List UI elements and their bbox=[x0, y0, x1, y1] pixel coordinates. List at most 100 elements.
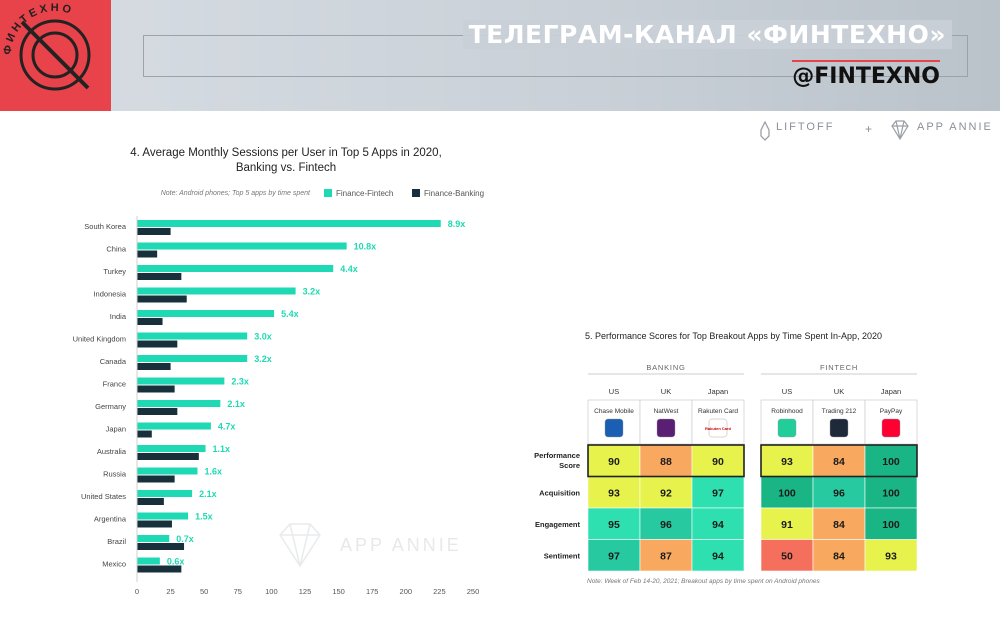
app-name: PayPay bbox=[880, 408, 903, 415]
category-label: Australia bbox=[97, 447, 127, 456]
bar-fintech bbox=[137, 445, 206, 452]
logo-text: ФИНТЕХНО bbox=[2, 2, 73, 56]
app-icon bbox=[708, 418, 728, 438]
heatmap-value: 94 bbox=[712, 550, 724, 562]
heatmap-value: 90 bbox=[712, 456, 724, 468]
brand-plus: + bbox=[865, 122, 873, 136]
heatmap-cell bbox=[760, 507, 814, 540]
bar-banking bbox=[137, 340, 178, 348]
multiplier-label: 0.7x bbox=[176, 534, 194, 544]
bar-banking bbox=[137, 475, 175, 483]
bar-banking bbox=[137, 430, 152, 438]
x-tick-label: 75 bbox=[234, 587, 242, 596]
channel-title: ТЕЛЕГРАМ-КАНАЛ «ФИНТЕХНО» bbox=[462, 20, 952, 49]
x-tick-label: 100 bbox=[265, 587, 278, 596]
x-tick-label: 150 bbox=[332, 587, 345, 596]
bar-fintech bbox=[137, 265, 334, 272]
multiplier-label: 4.7x bbox=[218, 422, 236, 432]
multiplier-label: 3.0x bbox=[254, 332, 272, 342]
x-tick-label: 200 bbox=[400, 587, 413, 596]
liftoff-logo: LIFTOFF bbox=[776, 121, 835, 133]
category-label: Mexico bbox=[102, 560, 126, 569]
bar-fintech bbox=[137, 287, 296, 295]
country-label: UK bbox=[834, 387, 844, 396]
app-icon bbox=[829, 418, 849, 438]
heatmap-value: 93 bbox=[885, 550, 897, 562]
multiplier-label: 2.3x bbox=[231, 377, 249, 387]
bar-fintech bbox=[137, 535, 170, 542]
x-tick-label: 50 bbox=[200, 587, 208, 596]
heatmap-value: 90 bbox=[608, 456, 620, 468]
heatmap-value: 84 bbox=[833, 550, 845, 562]
watermark: APP ANNIE bbox=[340, 535, 462, 555]
heatmap-cell bbox=[639, 539, 693, 572]
bar-banking bbox=[137, 385, 175, 393]
bar-chart-note: Note: Android phones; Top 5 apps by time… bbox=[161, 190, 311, 197]
bar-fintech bbox=[137, 242, 347, 250]
app-annie-icon bbox=[891, 120, 909, 141]
heatmap-cell bbox=[760, 539, 814, 572]
category-label: Canada bbox=[100, 357, 127, 366]
watermark-diamond-icon bbox=[279, 523, 321, 568]
country-label: US bbox=[782, 387, 792, 396]
heatmap-cell bbox=[587, 539, 641, 572]
bar-banking bbox=[137, 295, 187, 303]
multiplier-label: 4.4x bbox=[340, 264, 358, 274]
bar-banking bbox=[137, 565, 182, 573]
category-label: South Korea bbox=[84, 222, 127, 231]
heatmap-cell bbox=[760, 476, 814, 509]
category-label: United Kingdom bbox=[73, 335, 126, 344]
heatmap-cell bbox=[812, 444, 866, 477]
fintexno-logo: ФИНТЕХНО bbox=[0, 0, 111, 111]
multiplier-label: 10.8x bbox=[354, 242, 377, 252]
heatmap-cell bbox=[864, 444, 918, 477]
logo-icon: ФИНТЕХНО bbox=[2, 2, 91, 91]
header-banner: ФИНТЕХНО ТЕЛЕГРАМ-КАНАЛ «ФИНТЕХНО» @FINT… bbox=[0, 0, 1000, 111]
heatmap-cell bbox=[691, 539, 745, 572]
heatmap-value: 100 bbox=[882, 456, 900, 468]
bar-fintech bbox=[137, 400, 221, 407]
country-label: UK bbox=[661, 387, 671, 396]
category-label: United States bbox=[81, 492, 126, 501]
category-label: Germany bbox=[95, 402, 126, 411]
bar-banking bbox=[137, 408, 178, 415]
multiplier-label: 2.1x bbox=[227, 399, 245, 409]
bar-banking bbox=[137, 453, 199, 460]
bar-chart-title-line1: 4. Average Monthly Sessions per User in … bbox=[130, 147, 442, 159]
row-label: Sentiment bbox=[544, 551, 581, 560]
multiplier-label: 1.1x bbox=[213, 444, 231, 454]
heatmap-value: 97 bbox=[608, 550, 620, 562]
app-name: Rakuten Card bbox=[698, 408, 738, 415]
app-name: Chase Mobile bbox=[594, 408, 634, 415]
bar-fintech bbox=[137, 220, 441, 227]
liftoff-rocket-icon bbox=[760, 121, 770, 141]
row-label: Acquisition bbox=[539, 488, 580, 497]
country-label: Japan bbox=[708, 387, 728, 396]
app-name: Trading 212 bbox=[822, 408, 857, 415]
app-name: NatWest bbox=[654, 408, 679, 415]
heatmap-value: 95 bbox=[608, 519, 620, 531]
country-label: US bbox=[609, 387, 619, 396]
app-annie-logo: APP ANNIE bbox=[917, 121, 993, 133]
multiplier-label: 3.2x bbox=[254, 354, 272, 364]
category-label: Russia bbox=[103, 470, 127, 479]
multiplier-label: 2.1x bbox=[199, 489, 217, 499]
bar-banking bbox=[137, 250, 158, 258]
heatmap-value: 100 bbox=[778, 487, 796, 499]
heatmap-value: 93 bbox=[781, 456, 793, 468]
heatmap-cell bbox=[864, 507, 918, 540]
bar-fintech bbox=[137, 355, 248, 362]
group-label: FINTECH bbox=[820, 363, 858, 372]
heatmap-note: Note: Week of Feb 14-20, 2021; Breakout … bbox=[587, 578, 820, 585]
bar-banking bbox=[137, 363, 171, 370]
x-tick-label: 175 bbox=[366, 587, 379, 596]
group-label: BANKING bbox=[646, 363, 685, 372]
x-tick-label: 25 bbox=[166, 587, 174, 596]
bar-fintech bbox=[137, 557, 160, 565]
multiplier-label: 5.4x bbox=[281, 309, 299, 319]
bar-banking bbox=[137, 498, 164, 505]
heatmap-value: 96 bbox=[833, 487, 845, 499]
heatmap-value: 84 bbox=[833, 456, 845, 468]
multiplier-label: 1.5x bbox=[195, 512, 213, 522]
heatmap-value: 96 bbox=[660, 519, 672, 531]
